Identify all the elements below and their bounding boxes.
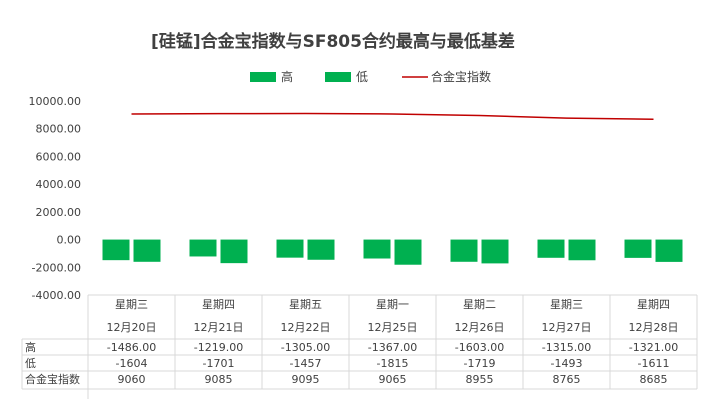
- category-date: 12月26日: [455, 321, 505, 334]
- bar-high-7: [624, 239, 652, 258]
- category-weekday: 星期一: [376, 298, 409, 311]
- y-tick-label: 2000.00: [36, 206, 82, 219]
- legend-label-3: 合金宝指数: [431, 69, 491, 84]
- legend-swatch-2: [325, 72, 351, 82]
- y-tick-label: 0.00: [57, 234, 82, 247]
- category-date: 12月28日: [629, 321, 679, 334]
- category-date: 12月25日: [368, 321, 418, 334]
- bar-low-5: [481, 239, 509, 264]
- category-weekday: 星期二: [463, 298, 496, 311]
- y-tick-label: 4000.00: [36, 178, 82, 191]
- index-line-group: [131, 112, 654, 120]
- bar-high-5: [450, 239, 478, 262]
- table-cell: 8765: [553, 373, 581, 386]
- table-cell: -1486.00: [107, 341, 156, 354]
- chart-title: [硅锰]合金宝指数与SF805合约最高与最低基差: [151, 31, 515, 52]
- bar-high-3: [276, 239, 304, 258]
- bar-low-2: [220, 239, 248, 264]
- bar-high-1: [102, 239, 130, 261]
- table-cell: -1603.00: [455, 341, 504, 354]
- bar-high-6: [537, 239, 565, 258]
- legend: 高 低 合金宝指数: [250, 69, 491, 84]
- y-tick-label: -4000.00: [32, 289, 81, 302]
- category-date: 12月22日: [281, 321, 331, 334]
- table-cell: 9085: [205, 373, 233, 386]
- index-line: [131, 112, 654, 120]
- bar-low-3: [307, 239, 335, 260]
- table-cell: -1457: [290, 357, 322, 370]
- table-cell: -1719: [464, 357, 496, 370]
- legend-label-1: 高: [281, 69, 293, 84]
- bars: [102, 239, 683, 265]
- table-cell: -1367.00: [368, 341, 417, 354]
- y-axis: 10000.00 8000.00 6000.00 4000.00 2000.00 0.00…: [29, 95, 89, 399]
- bar-high-4: [363, 239, 391, 259]
- table-cell: -1604: [116, 357, 148, 370]
- table-row-header: 低: [25, 357, 36, 370]
- bar-high-2: [189, 239, 217, 257]
- table-cell: -1219.00: [194, 341, 243, 354]
- category-weekday: 星期五: [289, 298, 322, 311]
- table-cell: -1493: [551, 357, 583, 370]
- table-row-header: 合金宝指数: [25, 372, 80, 386]
- table-cell: 9060: [118, 373, 146, 386]
- legend-label-2: 低: [356, 70, 368, 84]
- y-tick-label: 8000.00: [36, 123, 82, 136]
- category-weekday: 星期三: [115, 298, 148, 311]
- y-tick-label: 10000.00: [29, 95, 82, 108]
- bar-low-4: [394, 239, 422, 265]
- category-weekday: 星期四: [637, 298, 670, 311]
- bar-low-6: [568, 239, 596, 261]
- category-date: 12月20日: [107, 321, 157, 334]
- legend-swatch-1: [250, 72, 276, 82]
- category-date: 12月27日: [542, 321, 592, 334]
- category-date: 12月21日: [194, 321, 244, 334]
- bar-low-7: [655, 239, 683, 262]
- category-weekday: 星期四: [202, 298, 235, 311]
- table-cell: -1815: [377, 357, 409, 370]
- table-cell: 9065: [379, 373, 407, 386]
- table-cell: -1321.00: [629, 341, 678, 354]
- table-cell: -1611: [638, 357, 670, 370]
- table-cell: -1315.00: [542, 341, 591, 354]
- table-cell: 9095: [292, 373, 320, 386]
- data-table: 星期三 12月20日 星期四 12月21日 星期五 12月22日 星期一 12月25日 星期二 1…: [21, 294, 698, 390]
- y-tick-label: -2000.00: [32, 261, 81, 274]
- table-cell: -1305.00: [281, 341, 330, 354]
- bar-low-1: [133, 239, 161, 262]
- table-cell: 8955: [466, 373, 494, 386]
- category-weekday: 星期三: [550, 298, 583, 311]
- table-cell: 8685: [640, 373, 668, 386]
- y-tick-label: 6000.00: [36, 150, 82, 163]
- table-row-header: 高: [25, 340, 36, 354]
- table-cell: -1701: [203, 357, 235, 370]
